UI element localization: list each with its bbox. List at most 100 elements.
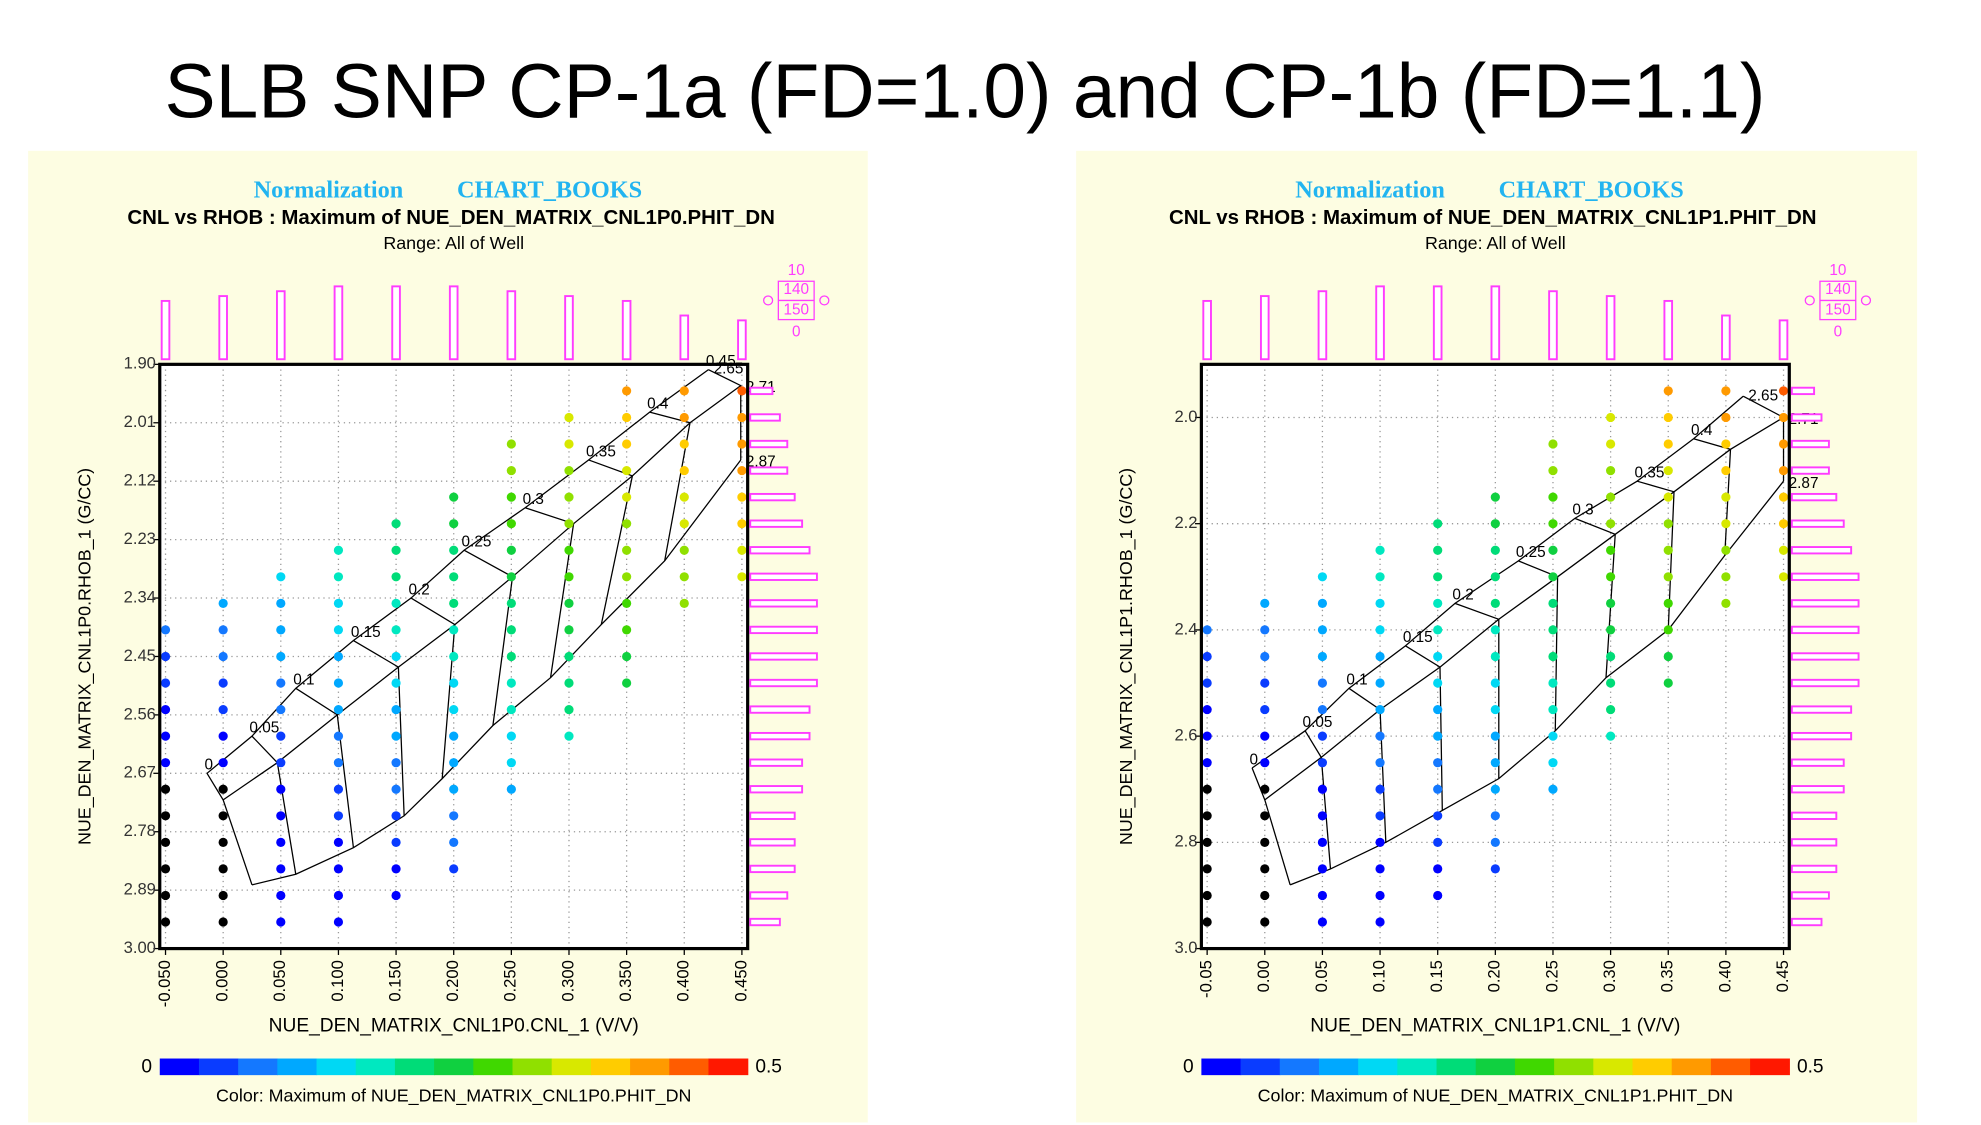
data-point [1490, 651, 1500, 662]
data-point [276, 678, 286, 688]
data-point [1490, 837, 1500, 847]
data-point [1260, 625, 1270, 635]
data-point [276, 598, 286, 608]
colorbar-segment [1358, 1058, 1398, 1076]
x-tick-label: 0.30 [1600, 960, 1619, 992]
porosity-label: 0 [204, 757, 213, 774]
y-histogram-bar [749, 439, 789, 449]
data-point [1375, 545, 1385, 555]
data-point [1260, 811, 1270, 821]
data-point [333, 572, 344, 582]
matrix-line [206, 369, 709, 774]
porosity-label: 0.25 [1516, 544, 1546, 561]
data-point [1317, 917, 1328, 927]
data-point [1721, 492, 1731, 502]
data-point [679, 519, 689, 529]
x-tick-label: 0.350 [616, 960, 635, 1002]
data-point [391, 837, 401, 847]
data-point [1317, 625, 1328, 635]
data-point [391, 704, 401, 715]
data-point [391, 811, 401, 821]
x-histogram-bar [448, 285, 459, 361]
y-tick-label: 2.01 [124, 412, 156, 431]
data-point [1490, 704, 1500, 715]
data-point [333, 598, 344, 608]
x-histogram-bar [1490, 285, 1501, 361]
data-point [1606, 731, 1616, 741]
chart-subtitle: Range: All of Well [383, 233, 524, 253]
plot-frame [1199, 362, 1791, 951]
data-point [1433, 811, 1443, 821]
data-point [218, 704, 228, 715]
data-point [449, 731, 459, 741]
porosity-label: 0.45 [706, 353, 736, 370]
data-point [564, 492, 574, 502]
y-histogram-bar [749, 599, 818, 608]
data-point [1317, 837, 1328, 847]
data-point [333, 758, 344, 768]
data-point [622, 572, 632, 582]
y-histogram-bar [749, 546, 811, 555]
x-histogram-bar [1259, 295, 1270, 361]
data-point [622, 545, 632, 555]
data-point [1202, 758, 1212, 768]
data-point [1663, 598, 1673, 608]
x-histogram-bar [1605, 295, 1616, 361]
matrix-label: 2.87 [1789, 475, 1819, 492]
colorbar-segment [1475, 1058, 1516, 1076]
data-point [737, 412, 747, 423]
data-point [218, 731, 228, 741]
data-point [1606, 678, 1616, 688]
data-point [622, 625, 632, 635]
data-point [276, 811, 286, 821]
data-point [564, 465, 574, 476]
colorbar-segment [355, 1058, 396, 1076]
data-point [1202, 704, 1212, 715]
data-point [1721, 412, 1731, 423]
y-histogram-bar [749, 705, 811, 714]
data-point [1202, 917, 1212, 927]
x-histogram-bar [564, 295, 574, 361]
y-tick-label: 2.0 [1174, 407, 1197, 426]
matrix-line [222, 385, 742, 801]
data-point [1375, 837, 1385, 847]
data-point [1317, 704, 1328, 715]
data-point [1260, 678, 1270, 688]
data-point [391, 545, 401, 555]
y-tick-label: 2.8 [1174, 832, 1197, 851]
data-point [506, 678, 516, 688]
data-point [737, 545, 747, 555]
data-point [506, 704, 516, 715]
data-point [276, 864, 286, 874]
x-tick-label: 0.200 [443, 960, 462, 1002]
y-tick-label: 2.89 [124, 880, 156, 899]
data-point [449, 651, 459, 662]
data-point [449, 678, 459, 688]
data-point [1317, 864, 1328, 874]
data-point [391, 572, 401, 582]
data-point [622, 465, 632, 476]
x-histogram-bar [1778, 319, 1789, 361]
data-point [564, 572, 574, 582]
y-tick-label: 2.4 [1174, 619, 1197, 638]
histogram-key-label: 140 [783, 281, 809, 298]
data-point [1548, 784, 1558, 794]
histogram-key-label: 10 [1829, 262, 1846, 279]
y-histogram-bar [1790, 572, 1860, 581]
porosity-label: 0.05 [1303, 714, 1333, 731]
y-histogram-bar [749, 492, 796, 502]
data-point [449, 837, 459, 847]
data-point [737, 572, 747, 582]
colorbar-segment [1436, 1058, 1477, 1076]
data-point [1260, 864, 1270, 874]
data-point [1375, 598, 1385, 608]
data-point [218, 625, 228, 635]
data-point [1721, 598, 1731, 608]
data-point [1202, 651, 1212, 662]
y-histogram-bar [749, 678, 818, 688]
data-point [1433, 731, 1443, 741]
data-point [276, 651, 286, 662]
data-point [1260, 758, 1270, 768]
data-point [276, 572, 286, 582]
colorbar-segment [630, 1058, 670, 1076]
